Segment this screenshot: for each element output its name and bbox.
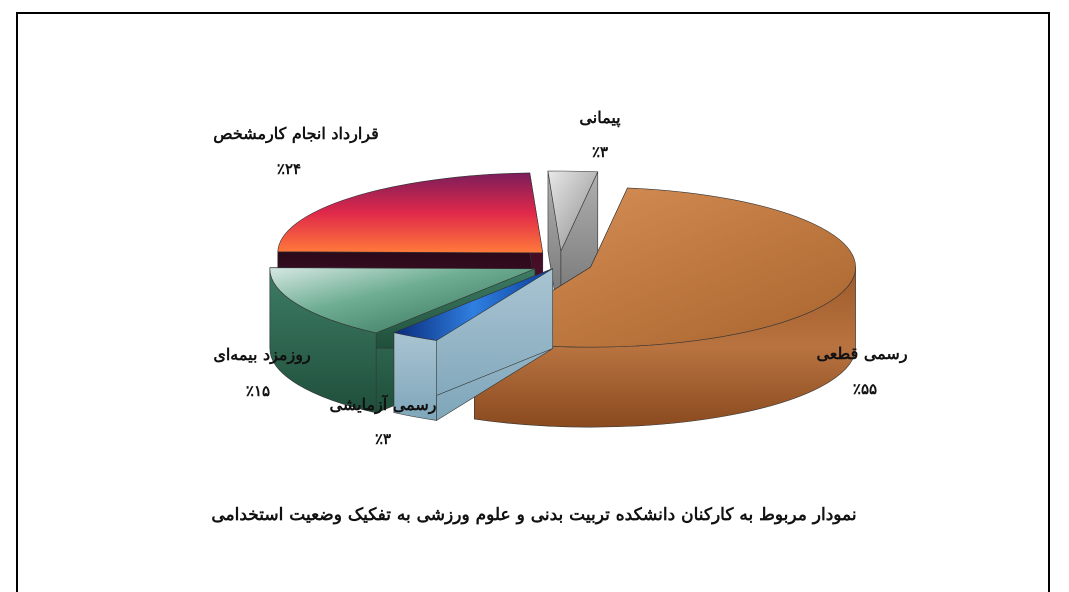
slice-0-top <box>473 187 856 348</box>
slice-label-rouzmozd: روزمزد بیمه‌ای <box>213 345 311 364</box>
slice-label-peymani: پیمانی <box>579 108 621 127</box>
slice-value-rasmi-qatei: ٪۵۵ <box>852 380 878 398</box>
slice-label-rasmi-qatei: رسمی قطعی <box>816 344 908 363</box>
slice-3-top <box>277 172 544 254</box>
pie-slices <box>269 170 856 428</box>
slice-value-rasmi-azmayeshi: ٪۳ <box>374 430 392 448</box>
slice-1-top <box>392 268 553 341</box>
chart-frame <box>16 12 1050 592</box>
slice-value-peymani: ٪۳ <box>591 143 609 161</box>
chart-title: نمودار مربوط به کارکنان دانشکده تربیت بد… <box>211 505 857 525</box>
pie-chart <box>269 170 856 428</box>
slice-label-gharardad: قرارداد انجام کارمشخص <box>213 124 379 143</box>
slice-value-gharardad: ٪۲۴ <box>276 160 302 178</box>
slice-value-rouzmozd: ٪۱۵ <box>245 382 271 400</box>
slice-2-top <box>269 267 535 334</box>
slice-label-rasmi-azmayeshi: رسمی آزمایشی <box>329 395 437 414</box>
slice-4-top <box>547 170 599 253</box>
